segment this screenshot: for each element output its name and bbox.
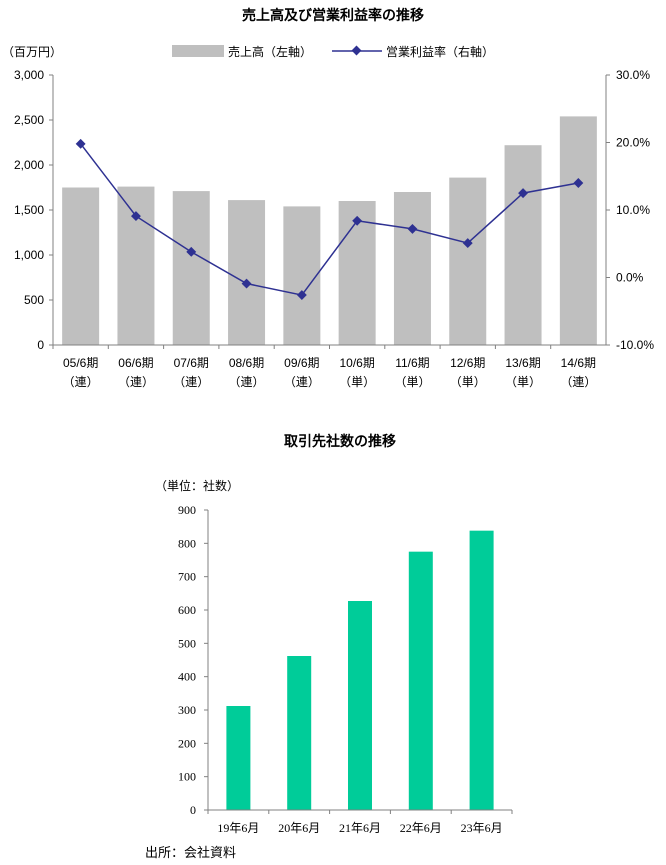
legend-line-label: 営業利益率（右軸） <box>386 44 494 59</box>
right-axis-tick-label: -10.0% <box>616 338 654 352</box>
x-axis-tick-label-sub: （連） <box>560 375 596 389</box>
y-axis-tick-label: 200 <box>178 736 196 750</box>
right-axis-tick-label: 0.0% <box>616 271 644 285</box>
x-axis-tick-label: 09/6期 <box>284 356 319 370</box>
x-axis-tick-label: 11/6期 <box>395 356 429 370</box>
x-axis-tick-label-sub: （単） <box>450 375 486 389</box>
operating-margin-point <box>462 238 473 249</box>
legend-bar-label: 売上高（左軸） <box>228 44 312 59</box>
client-count-bar <box>408 551 433 810</box>
y-axis-tick-label: 500 <box>178 636 196 650</box>
right-axis-tick-label: 20.0% <box>616 136 650 150</box>
y-axis-tick-label: 700 <box>178 570 196 584</box>
x-axis-tick-label-sub: （連） <box>63 375 99 389</box>
x-axis-tick-label: 06/6期 <box>118 356 153 370</box>
x-axis-tick-label-sub: （連） <box>229 375 265 389</box>
x-axis-tick-label: 14/6期 <box>561 356 596 370</box>
operating-margin-point <box>296 290 307 300</box>
revenue-bar <box>117 186 155 345</box>
y-axis-tick-label: 400 <box>178 670 196 684</box>
left-axis-tick-label: 0 <box>37 338 44 352</box>
chart1-unit-label: （百万円） <box>2 45 62 59</box>
y-axis-tick-label: 900 <box>178 503 196 517</box>
operating-margin-line <box>80 143 579 296</box>
operating-margin-point <box>241 278 252 289</box>
y-axis-tick-label: 800 <box>178 536 196 550</box>
y-axis-tick-label: 300 <box>178 703 196 717</box>
x-axis-tick-label: 21年6月 <box>339 821 381 835</box>
x-axis-tick-label-sub: （連） <box>173 375 209 389</box>
x-axis-tick-label: 22年6月 <box>400 821 442 835</box>
x-axis-tick-label: 23年6月 <box>461 821 503 835</box>
x-axis-tick-label: 13/6期 <box>505 356 540 370</box>
revenue-bar <box>504 145 542 345</box>
client-count-bar <box>469 530 494 810</box>
operating-margin-point <box>407 223 418 234</box>
y-axis-tick-label: 100 <box>178 770 196 784</box>
revenue-bar <box>228 200 266 345</box>
left-axis-tick-label: 500 <box>24 293 44 307</box>
revenue-bar <box>172 191 210 345</box>
left-axis-tick-label: 1,500 <box>14 203 44 217</box>
operating-margin-point <box>186 246 197 257</box>
x-axis-tick-label: 20年6月 <box>278 821 320 835</box>
y-axis-tick-label: 600 <box>178 603 196 617</box>
client-count-bar <box>226 706 251 810</box>
legend-bar-swatch <box>172 45 224 57</box>
operating-margin-point <box>518 188 528 199</box>
chart2-unit-label: （単位：社数） <box>155 478 239 493</box>
x-axis-tick-label: 12/6期 <box>450 356 485 370</box>
revenue-bar <box>62 187 100 345</box>
x-axis-tick-label: 10/6期 <box>339 356 374 370</box>
operating-margin-point <box>352 215 363 226</box>
chart1-title: 売上高及び営業利益率の推移 <box>242 7 424 24</box>
left-axis-tick-label: 1,000 <box>14 248 44 262</box>
revenue-bar <box>283 206 321 345</box>
left-axis-tick-label: 3,000 <box>14 68 44 82</box>
source-note: 出所：会社資料 <box>145 846 237 861</box>
left-axis-tick-label: 2,000 <box>14 158 44 172</box>
x-axis-tick-label-sub: （単） <box>339 375 375 389</box>
x-axis-tick-label: 19年6月 <box>217 821 259 835</box>
right-axis-tick-label: 10.0% <box>616 203 650 217</box>
client-count-bar <box>287 656 312 810</box>
chart2-title: 取引先社数の推移 <box>284 433 396 450</box>
x-axis-tick-label-sub: （連） <box>284 375 320 389</box>
x-axis-tick-label: 07/6期 <box>174 356 209 370</box>
legend-line-marker <box>351 45 362 56</box>
operating-margin-point <box>75 138 86 149</box>
right-axis-tick-label: 30.0% <box>616 68 650 82</box>
operating-margin-point <box>131 211 141 222</box>
x-axis-tick-label: 08/6期 <box>229 356 264 370</box>
revenue-bar <box>393 192 431 345</box>
left-axis-tick-label: 2,500 <box>14 113 44 127</box>
x-axis-tick-label-sub: （単） <box>394 375 430 389</box>
x-axis-tick-label-sub: （連） <box>118 375 154 389</box>
operating-margin-point <box>573 178 584 188</box>
y-axis-tick-label: 0 <box>190 803 196 817</box>
x-axis-tick-label-sub: （単） <box>505 375 541 389</box>
client-count-bar <box>348 601 372 810</box>
revenue-bar <box>559 116 597 346</box>
revenue-bar <box>449 177 487 345</box>
x-axis-tick-label: 05/6期 <box>63 356 98 370</box>
